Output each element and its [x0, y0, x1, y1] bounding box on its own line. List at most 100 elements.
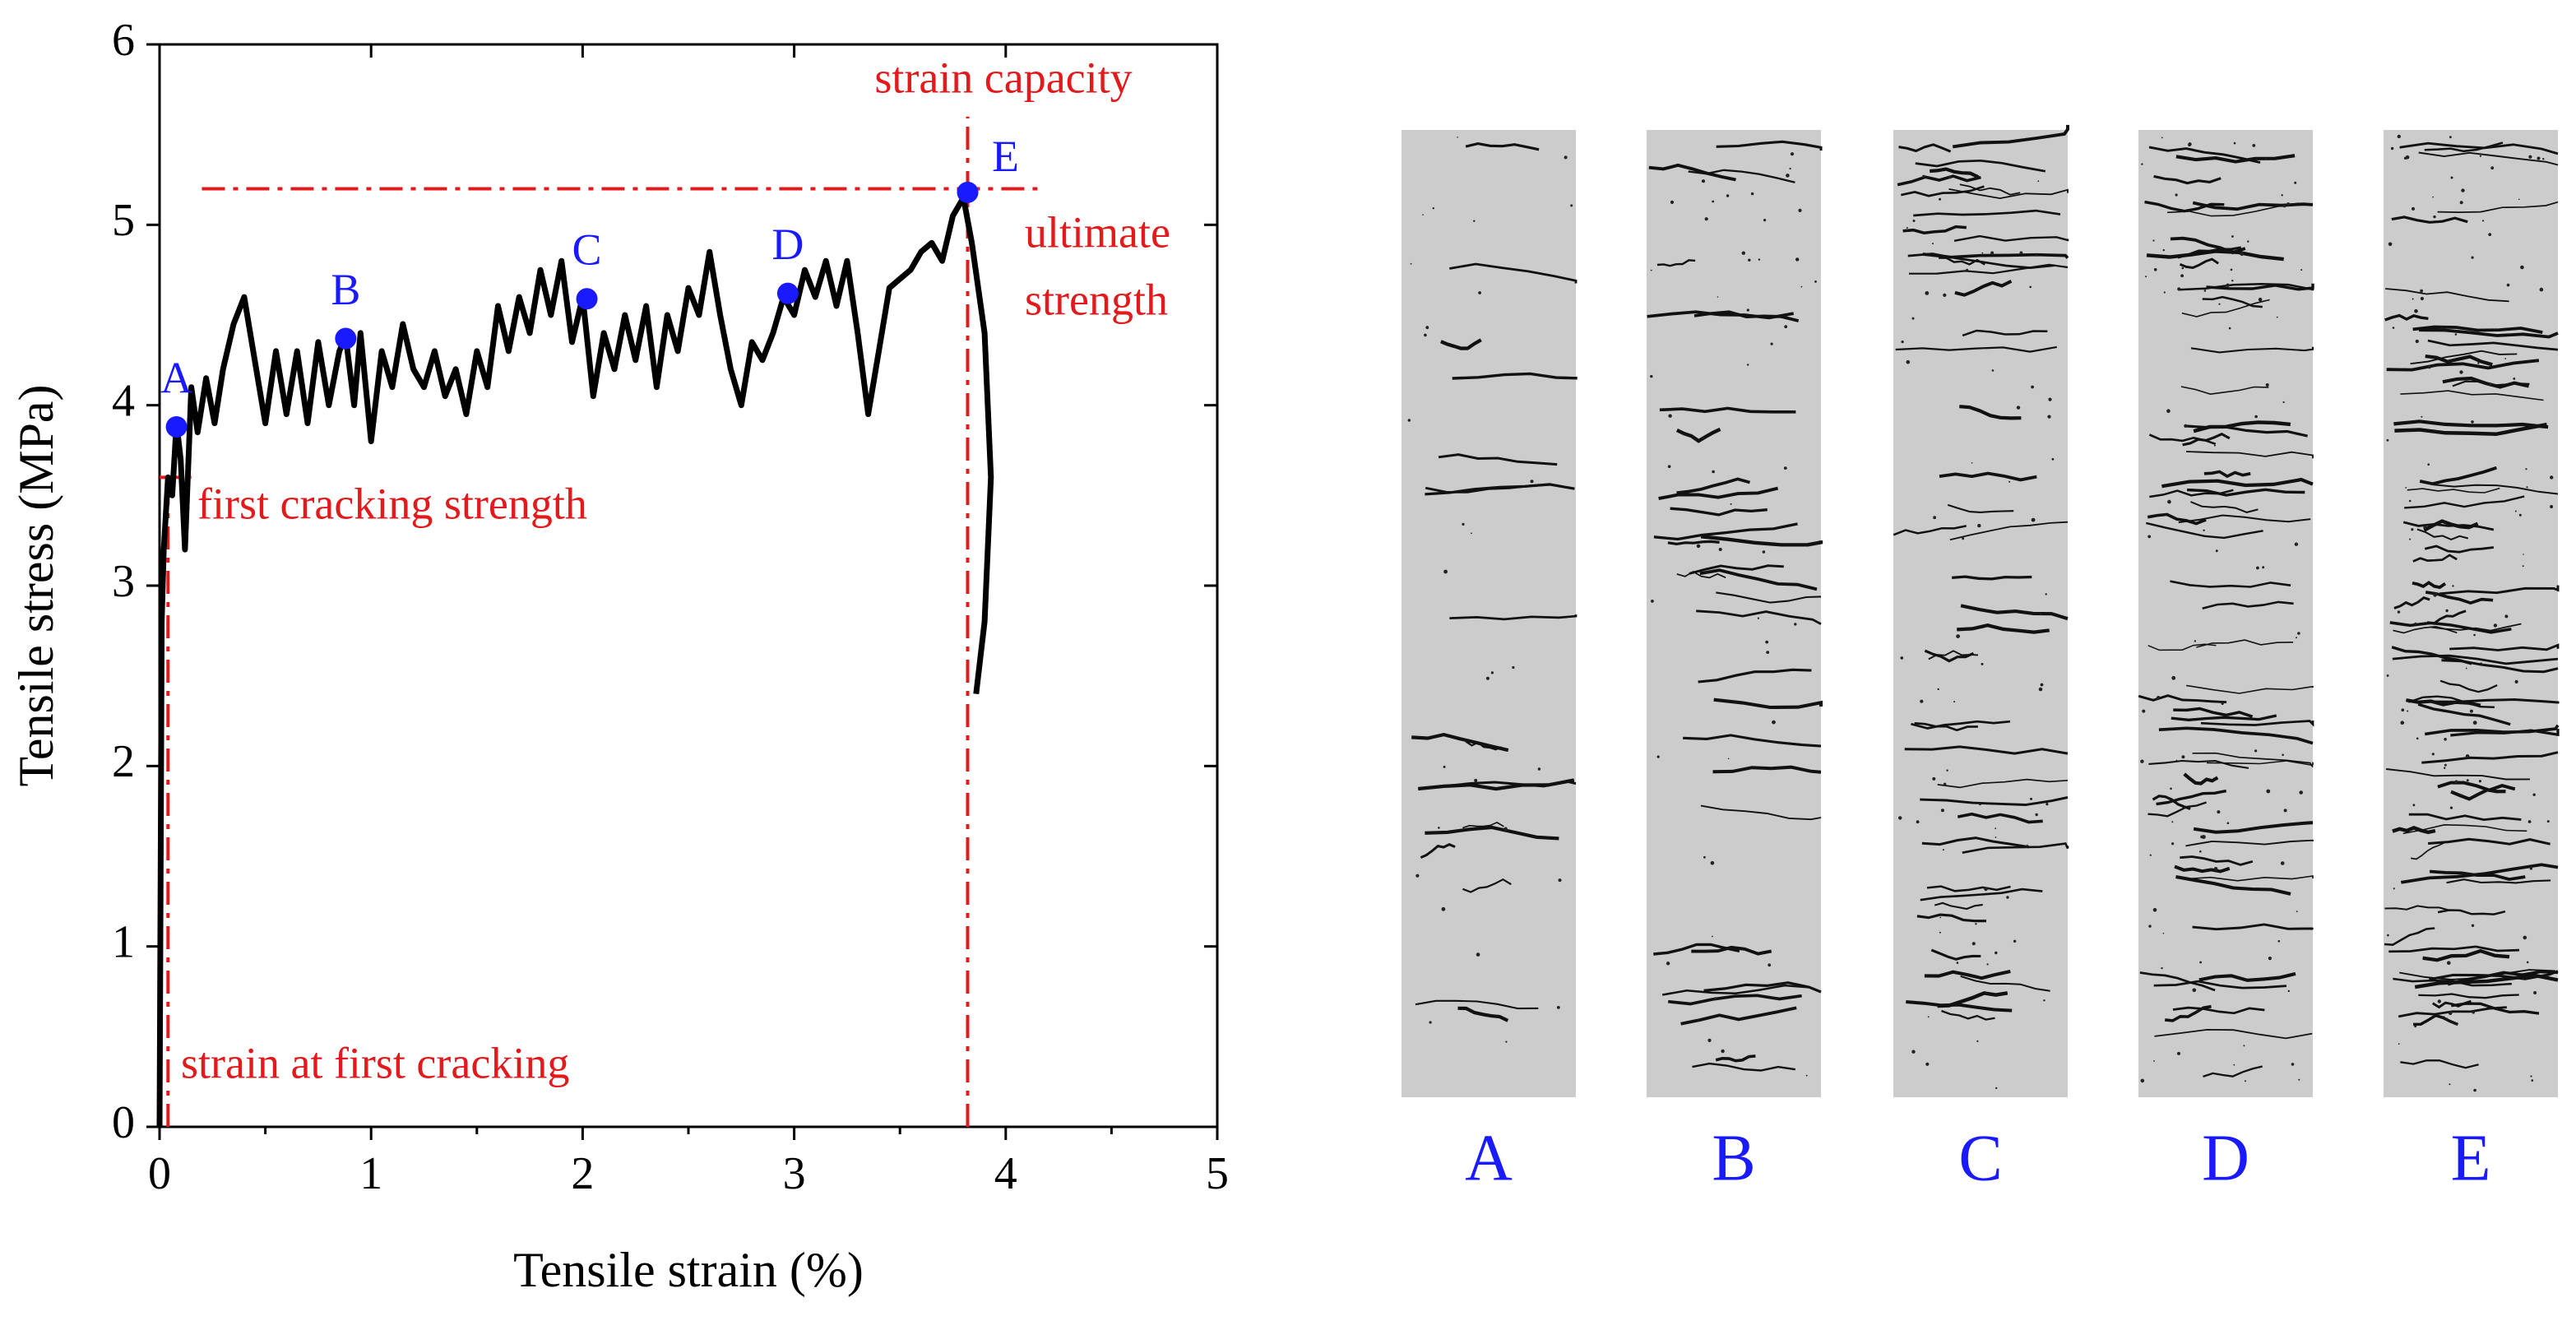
crack	[1452, 372, 1578, 380]
crack	[1949, 521, 2069, 541]
crack	[1703, 981, 1822, 994]
crack	[2147, 643, 2217, 651]
speck	[2177, 1051, 2180, 1055]
speck	[2445, 609, 2449, 613]
speck	[1942, 849, 1944, 851]
crack	[2426, 609, 2467, 625]
crack	[1924, 649, 1975, 663]
speck	[1927, 1016, 1930, 1018]
stage-label: A	[160, 353, 192, 402]
speck	[2161, 137, 2163, 139]
speck	[1790, 152, 1795, 156]
speck	[2140, 759, 2144, 763]
crack	[2394, 422, 2547, 437]
speck	[2254, 749, 2258, 753]
crack	[2393, 596, 2430, 609]
speck	[1901, 341, 1904, 344]
crack	[1901, 185, 1985, 197]
crack	[2154, 1028, 2313, 1040]
crack	[2408, 813, 2522, 822]
speck	[1441, 906, 1446, 911]
crack	[1668, 994, 1802, 1006]
crack	[2148, 759, 2249, 769]
crack	[2192, 752, 2314, 768]
speck	[1476, 952, 1480, 957]
speck	[2532, 793, 2536, 796]
crack	[2439, 679, 2498, 693]
crack	[2412, 581, 2447, 590]
speck	[2282, 753, 2284, 757]
speck	[2149, 854, 2152, 856]
speck	[2427, 463, 2430, 466]
crack	[1696, 609, 1822, 625]
crack	[1713, 697, 1823, 710]
speck	[2444, 767, 2446, 769]
crack	[2203, 470, 2251, 479]
crack	[2449, 643, 2560, 651]
speck	[1798, 208, 1802, 212]
crack	[2447, 970, 2559, 986]
speck	[2170, 787, 2172, 790]
speck	[1750, 192, 1754, 196]
speck	[2449, 1083, 2451, 1086]
speck	[2043, 999, 2046, 1002]
crack	[2138, 694, 2227, 704]
speck	[2420, 289, 2424, 293]
crack	[1698, 668, 1812, 684]
speck	[2472, 721, 2477, 725]
speck	[2297, 632, 2300, 635]
speck	[2180, 274, 2185, 278]
y-tick-label: 4	[112, 376, 135, 427]
crack	[1715, 1054, 1756, 1063]
speck	[2527, 820, 2532, 823]
speck	[2030, 797, 2032, 800]
speck	[2480, 662, 2482, 665]
crack	[2139, 971, 2216, 992]
speck	[2031, 385, 2035, 389]
speck	[2152, 239, 2155, 242]
speck	[1995, 951, 1998, 955]
speck	[2526, 486, 2528, 489]
x-tick-label: 4	[994, 1148, 1017, 1199]
panel-label: A	[1465, 1122, 1513, 1194]
annotation: first cracking strength	[197, 479, 587, 528]
speck	[1956, 962, 1959, 964]
speck	[2167, 499, 2171, 504]
speck	[1986, 963, 1989, 966]
speck	[1772, 720, 1776, 725]
speck	[2282, 401, 2285, 404]
speck	[2140, 1078, 2145, 1083]
crack	[1922, 253, 2069, 259]
crack	[2408, 695, 2495, 708]
crack	[1895, 345, 2057, 353]
crack	[1667, 540, 1720, 546]
crack	[2193, 821, 2314, 834]
speck	[2247, 240, 2249, 243]
crack	[2190, 346, 2314, 354]
speck	[2048, 397, 2052, 401]
speck	[1422, 214, 1424, 215]
speck	[1770, 342, 1773, 345]
speck	[1962, 537, 1965, 540]
crack	[2410, 350, 2518, 365]
speck	[1932, 776, 1936, 781]
speck	[2398, 1043, 2400, 1045]
stage-point	[776, 282, 799, 304]
speck	[1991, 369, 1995, 372]
speck	[1920, 699, 1924, 703]
crack	[1680, 1006, 1797, 1026]
crack	[2418, 151, 2559, 166]
speck	[1564, 155, 1568, 160]
speck	[1747, 364, 1749, 366]
speck	[2016, 405, 2021, 410]
crack	[1411, 732, 1509, 753]
crack	[1647, 310, 1795, 320]
stage-label: C	[572, 225, 602, 275]
crack	[2412, 325, 2543, 334]
speck	[2421, 415, 2423, 418]
speck	[1457, 137, 1458, 138]
speck	[1704, 217, 1708, 221]
speck	[2299, 790, 2303, 795]
speck	[2412, 206, 2415, 211]
speck	[1537, 767, 1541, 771]
